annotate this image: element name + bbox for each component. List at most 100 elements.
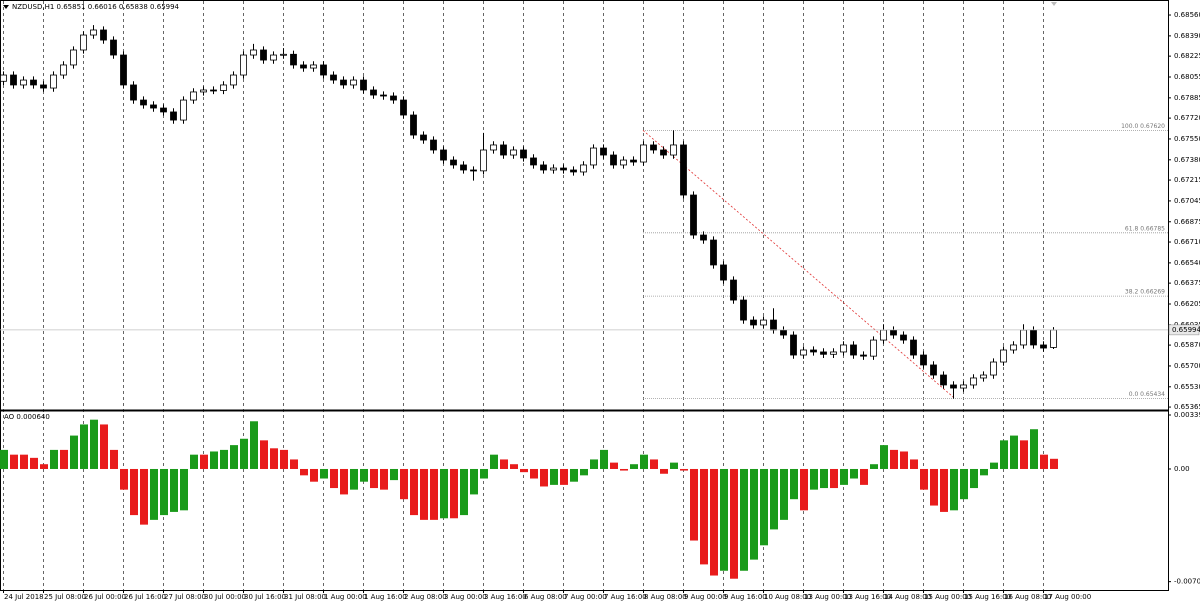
ao-bar (550, 468, 558, 485)
fib-label: 38.2 0.66269 (1125, 289, 1165, 296)
ao-bar (980, 468, 988, 476)
ao-bar (1040, 454, 1048, 469)
ao-bar (300, 468, 308, 476)
candle-body (450, 159, 457, 166)
candle-body (80, 34, 87, 51)
ao-bar (710, 468, 718, 576)
candle-body (500, 144, 507, 156)
candle-body (390, 95, 397, 101)
ao-bar (700, 468, 708, 565)
y-tick-label: 0.67045 (1174, 197, 1200, 205)
ao-bar (270, 448, 278, 469)
x-tick-label: 16 Aug 08:00 (1004, 593, 1051, 601)
candle-body (920, 354, 927, 366)
indicator-title: AO 0.000640 (4, 413, 50, 421)
x-tick-label: 13 Aug 16:00 (844, 593, 891, 601)
y-tick-label: 0.68225 (1174, 52, 1200, 60)
ao-bar (570, 468, 578, 482)
ao-bar (740, 468, 748, 571)
ao-bar (1050, 458, 1058, 469)
ao-bar (320, 468, 328, 479)
ao-bar (120, 468, 128, 490)
ao-bar (620, 468, 628, 471)
ao-bar (50, 449, 58, 469)
candle-body (130, 84, 137, 101)
candle-body (180, 99, 187, 121)
candle-body (680, 144, 687, 196)
candle-body (280, 53, 287, 56)
price-label-box (1168, 324, 1200, 336)
candle-body (350, 79, 357, 86)
ao-bar (870, 464, 878, 469)
ao-bar (580, 468, 588, 476)
candle-body (430, 139, 437, 151)
candle-body (910, 339, 917, 356)
chart-title: NZDUSD,H1 0.65851 0.66016 0.65838 0.6599… (12, 3, 180, 11)
ao-bar (630, 464, 638, 469)
x-tick-label: 13 Aug 00:00 (804, 593, 851, 601)
ao-bar (10, 454, 18, 469)
candle-body (820, 351, 827, 355)
ao-bar (1020, 440, 1028, 469)
candle-body (600, 147, 607, 156)
candle-body (610, 154, 617, 166)
ao-bar (650, 459, 658, 469)
ao-bar (60, 449, 68, 469)
candle-body (550, 167, 557, 171)
x-tick-label: 31 Jul 08:00 (284, 593, 326, 601)
candle-body (360, 79, 367, 91)
ao-bar (500, 459, 508, 469)
candle-body (960, 384, 967, 389)
candle-body (830, 351, 837, 355)
ao-bar (970, 468, 978, 489)
ao-bar (880, 445, 888, 469)
ao-bar (940, 468, 948, 512)
ao-bar (990, 462, 998, 469)
x-tick-label: 30 Jul 00:00 (204, 593, 246, 601)
candle-body (100, 29, 107, 41)
candle-body (30, 79, 37, 86)
candle-body (740, 299, 747, 321)
candle-body (370, 89, 377, 96)
trend-line (642, 130, 956, 399)
ao-bar (560, 468, 568, 485)
candle-body (950, 384, 957, 389)
ao-bar (80, 424, 88, 469)
ao-bar (240, 438, 248, 469)
x-tick-label: 26 Jul 16:00 (124, 593, 166, 601)
candle-body (590, 147, 597, 166)
candle-body (210, 89, 217, 92)
menu-triangle[interactable] (3, 5, 9, 9)
ao-bar (170, 468, 178, 512)
candle-body (630, 159, 637, 163)
ao-bar (210, 451, 218, 469)
candle-body (580, 164, 587, 173)
ao-bar (420, 468, 428, 520)
ao-bar (540, 468, 548, 487)
candle-body (40, 84, 47, 89)
candle-body (710, 239, 717, 266)
ao-bar (430, 468, 438, 520)
ao-bar (70, 435, 78, 469)
candle-body (670, 144, 677, 156)
ao-bar (720, 468, 728, 571)
candle-body (760, 319, 767, 326)
candle-body (810, 349, 817, 353)
candle-body (220, 84, 227, 91)
candle-body (160, 107, 167, 113)
candle-body (230, 74, 237, 86)
candle-body (140, 99, 147, 106)
ao-bar (930, 468, 938, 506)
y-tick-label: -0.007085 (1174, 578, 1200, 586)
ao-bar (450, 468, 458, 519)
candle-body (290, 53, 297, 66)
ao-bar (850, 468, 858, 479)
candle-body (300, 64, 307, 69)
candle-body (90, 29, 97, 36)
candle-body (400, 99, 407, 116)
candle-body (1050, 329, 1057, 348)
x-tick-label: 3 Aug 16:00 (484, 593, 527, 601)
candle-body (120, 54, 127, 86)
ao-bar (30, 457, 38, 469)
